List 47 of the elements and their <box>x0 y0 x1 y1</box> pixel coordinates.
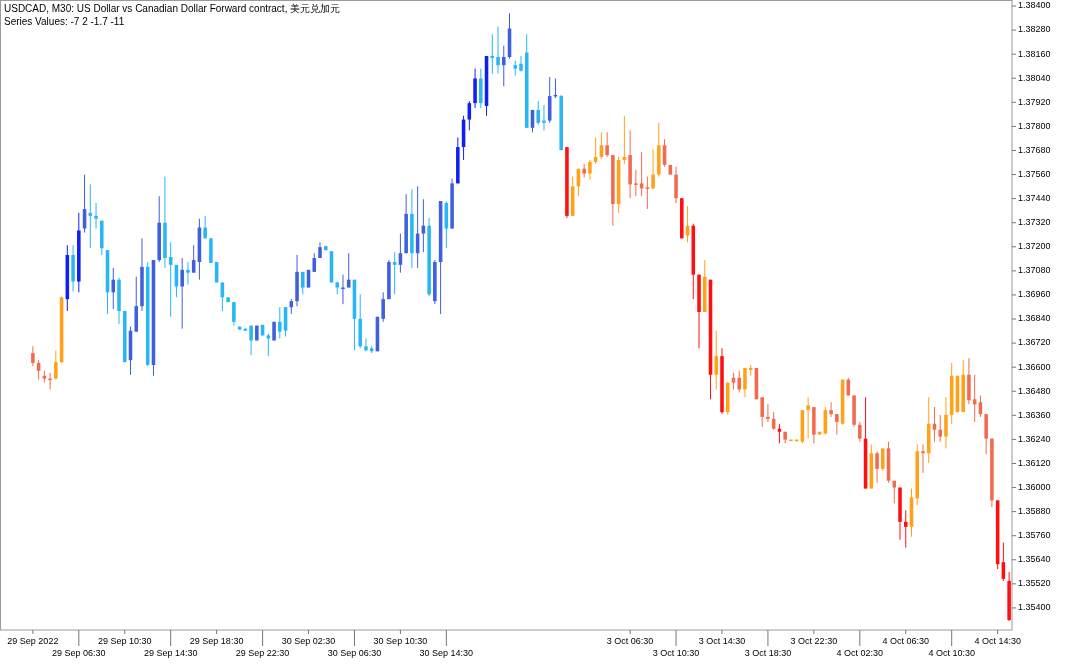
y-tick-label: 1.37800 <box>1018 120 1051 131</box>
x-tick-label: 3 Oct 14:30 <box>698 636 746 646</box>
y-tick-label: 1.35760 <box>1018 530 1051 541</box>
x-tick-label: 29 Sep 10:30 <box>97 636 152 646</box>
x-tick-label: 29 Sep 06:30 <box>52 648 106 658</box>
y-tick-label: 1.36480 <box>1018 385 1051 396</box>
x-tick-label: 4 Oct 06:30 <box>882 636 930 646</box>
y-tick-label: 1.38040 <box>1018 72 1051 83</box>
x-tick-label: 30 Sep 10:30 <box>373 636 428 646</box>
y-tick-label: 1.38160 <box>1018 48 1051 59</box>
y-tick-label: 1.38400 <box>1018 0 1051 11</box>
y-tick-label: 1.35520 <box>1018 578 1051 589</box>
x-tick-label: 29 Sep 2022 <box>7 636 59 646</box>
y-tick-label: 1.36360 <box>1018 409 1051 420</box>
y-tick-label: 1.35880 <box>1018 506 1051 516</box>
text: Series Values: -7 2 -1.7 -11 <box>4 16 125 27</box>
y-tick-label: 1.37320 <box>1018 217 1051 228</box>
y-tick-label: 1.37440 <box>1018 193 1051 204</box>
x-tick-label: 4 Oct 10:30 <box>928 648 975 658</box>
x-tick-label: 3 Oct 22:30 <box>790 636 838 646</box>
x-tick-label: 30 Sep 02:30 <box>281 636 336 646</box>
x-tick-label: 4 Oct 02:30 <box>836 648 884 658</box>
y-tick-label: 1.36720 <box>1018 337 1051 348</box>
x-tick-label: 29 Sep 22:30 <box>235 648 290 658</box>
x-tick-label: 4 Oct 14:30 <box>974 636 1021 646</box>
y-tick-label: 1.37680 <box>1018 144 1051 155</box>
y-tick-label: 1.36120 <box>1018 457 1051 468</box>
y-tick-label: 1.37080 <box>1018 265 1051 276</box>
y-tick-label: 1.35400 <box>1018 602 1051 613</box>
y-tick-label: 1.36240 <box>1018 433 1051 444</box>
y-tick-label: 1.37920 <box>1018 96 1051 107</box>
y-tick-label: 1.36600 <box>1018 361 1051 372</box>
x-tick-label: 3 Oct 10:30 <box>652 648 700 658</box>
y-tick-label: 1.36840 <box>1018 313 1051 324</box>
y-tick-label: 1.38280 <box>1018 24 1051 35</box>
chart-title: USDCAD, M30: US Dollar vs Canadian Dollar Forward contract, 美元兑加元 <box>4 3 341 14</box>
x-tick-label: 30 Sep 06:30 <box>327 648 382 658</box>
y-tick-label: 1.36960 <box>1018 289 1051 300</box>
x-tick-label: 30 Sep 14:30 <box>419 648 474 658</box>
y-tick-label: 1.37200 <box>1018 241 1051 252</box>
x-tick-label: 3 Oct 18:30 <box>744 648 792 658</box>
y-tick-label: 1.36000 <box>1018 481 1051 492</box>
x-tick-label: 29 Sep 14:30 <box>143 648 198 658</box>
x-tick-label: 3 Oct 06:30 <box>606 636 654 646</box>
y-tick-label: 1.37560 <box>1018 168 1051 179</box>
y-tick-label: 1.35640 <box>1018 554 1051 565</box>
x-tick-label: 29 Sep 18:30 <box>189 636 244 646</box>
